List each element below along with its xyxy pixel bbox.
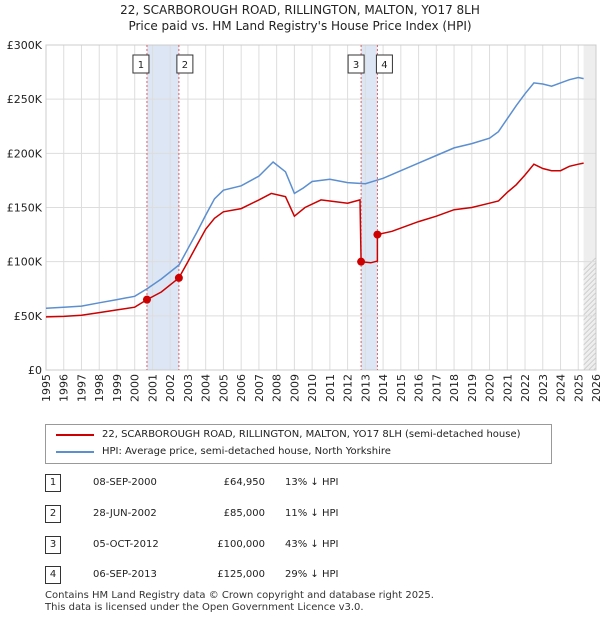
sale-marker-text: 3 (353, 60, 359, 71)
sale-date: 28-JUN-2002 (93, 508, 157, 519)
x-tick-label: 1996 (58, 374, 71, 402)
plot-frame (45, 44, 597, 371)
y-tick-label: £250K (7, 93, 43, 106)
x-tick-label: 2016 (413, 374, 426, 402)
price-chart: 1 2 3 4 £0 £50K £100K £150K £200K £250K £300K 199… (7, 39, 600, 402)
y-tick-label: £200K (7, 147, 43, 160)
sale-date: 08-SEP-2000 (93, 477, 157, 488)
x-tick-label: 2009 (288, 374, 301, 402)
x-tick-label: 2022 (519, 374, 532, 402)
x-tick-label: 2017 (430, 374, 443, 402)
x-tick-label: 2018 (448, 374, 461, 402)
x-tick-label: 1997 (75, 374, 88, 402)
sale-marker-label: 3 (347, 54, 365, 74)
series-lines (45, 76, 584, 318)
legend-swatch-property (56, 434, 94, 436)
x-tick-label: 2005 (217, 374, 230, 402)
x-tick-label: 2010 (306, 374, 319, 402)
x-tick-label: 2008 (271, 374, 284, 402)
x-axis-ticks: 1995 1996 1997 1998 1999 2000 2001 2002 2003 2004… (40, 374, 600, 402)
sale-point (174, 273, 183, 282)
sale-marker-label: 4 (375, 54, 393, 74)
sale-number: 2 (45, 505, 61, 523)
sale-price: £125,000 (217, 569, 265, 580)
sale-marker-box (375, 54, 393, 74)
chart-subtitle: Price paid vs. HM Land Registry's House … (128, 19, 472, 33)
footer-copyright: Contains HM Land Registry data © Crown c… (45, 590, 434, 601)
sale-marker-box (176, 54, 194, 74)
sale-point (373, 230, 382, 239)
x-tick-label: 2001 (146, 374, 159, 402)
y-tick-label: £300K (7, 39, 43, 52)
sale-number: 3 (45, 536, 61, 554)
sale-marker-box (347, 54, 365, 74)
sale-marker-labels: 1 2 3 4 (132, 54, 393, 74)
x-tick-label: 2023 (537, 374, 550, 402)
x-tick-label: 2013 (359, 374, 372, 402)
x-tick-label: 2007 (253, 374, 266, 402)
y-tick-label: £50K (14, 310, 43, 323)
sale-marker-box (132, 54, 150, 74)
x-tick-label: 1998 (93, 374, 106, 402)
grid-lines (45, 44, 597, 371)
x-tick-label: 2000 (129, 374, 142, 402)
footer-licence: This data is licensed under the Open Gov… (45, 602, 364, 613)
x-tick-label: 2021 (501, 374, 514, 402)
sale-hpi-diff: 13% ↓ HPI (285, 477, 339, 488)
sale-marker-label: 2 (176, 54, 194, 74)
x-tick-label: 1999 (111, 374, 124, 402)
x-tick-label: 2026 (590, 374, 600, 402)
sale-date: 05-OCT-2012 (93, 539, 159, 550)
x-tick-label: 2024 (555, 374, 568, 402)
x-tick-label: 2011 (324, 374, 337, 402)
legend-swatch-hpi (56, 451, 94, 453)
y-tick-label: £100K (7, 256, 43, 269)
series-line (45, 76, 584, 310)
x-tick-label: 2020 (484, 374, 497, 402)
y-tick-label: £0 (28, 364, 42, 377)
sale-number: 1 (45, 474, 61, 492)
x-tick-label: 2015 (395, 374, 408, 402)
sale-number: 4 (45, 566, 61, 584)
sale-hpi-diff: 29% ↓ HPI (285, 569, 339, 580)
legend-label-hpi: HPI: Average price, semi-detached house,… (102, 446, 391, 457)
x-tick-label: 2014 (377, 374, 390, 402)
series-line (45, 162, 584, 318)
legend-label-property: 22, SCARBOROUGH ROAD, RILLINGTON, MALTON… (102, 429, 521, 440)
sale-point (142, 295, 151, 304)
sale-hpi-diff: 11% ↓ HPI (285, 508, 339, 519)
sale-date: 06-SEP-2013 (93, 569, 157, 580)
x-tick-label: 2003 (182, 374, 195, 402)
sale-marker-text: 1 (138, 60, 144, 71)
sale-price: £64,950 (223, 477, 265, 488)
y-axis-ticks: £0 £50K £100K £150K £200K £250K £300K (7, 39, 43, 377)
y-tick-label: £150K (7, 202, 43, 215)
sale-price: £85,000 (223, 508, 265, 519)
sale-point (357, 257, 366, 266)
x-tick-label: 2012 (342, 374, 355, 402)
x-tick-label: 2002 (164, 374, 177, 402)
sale-hpi-diff: 43% ↓ HPI (285, 539, 339, 550)
x-tick-label: 2006 (235, 374, 248, 402)
sale-marker-text: 2 (182, 60, 188, 71)
x-tick-label: 2019 (466, 374, 479, 402)
legend: 22, SCARBOROUGH ROAD, RILLINGTON, MALTON… (45, 424, 552, 464)
chart-title: 22, SCARBOROUGH ROAD, RILLINGTON, MALTON… (120, 3, 480, 17)
sale-points (142, 230, 382, 304)
x-tick-label: 2004 (200, 374, 213, 402)
x-tick-label: 2025 (572, 374, 585, 402)
sale-marker-text: 4 (381, 60, 387, 71)
sale-marker-label: 1 (132, 54, 150, 74)
sale-price: £100,000 (217, 539, 265, 550)
x-tick-label: 1995 (40, 374, 53, 402)
